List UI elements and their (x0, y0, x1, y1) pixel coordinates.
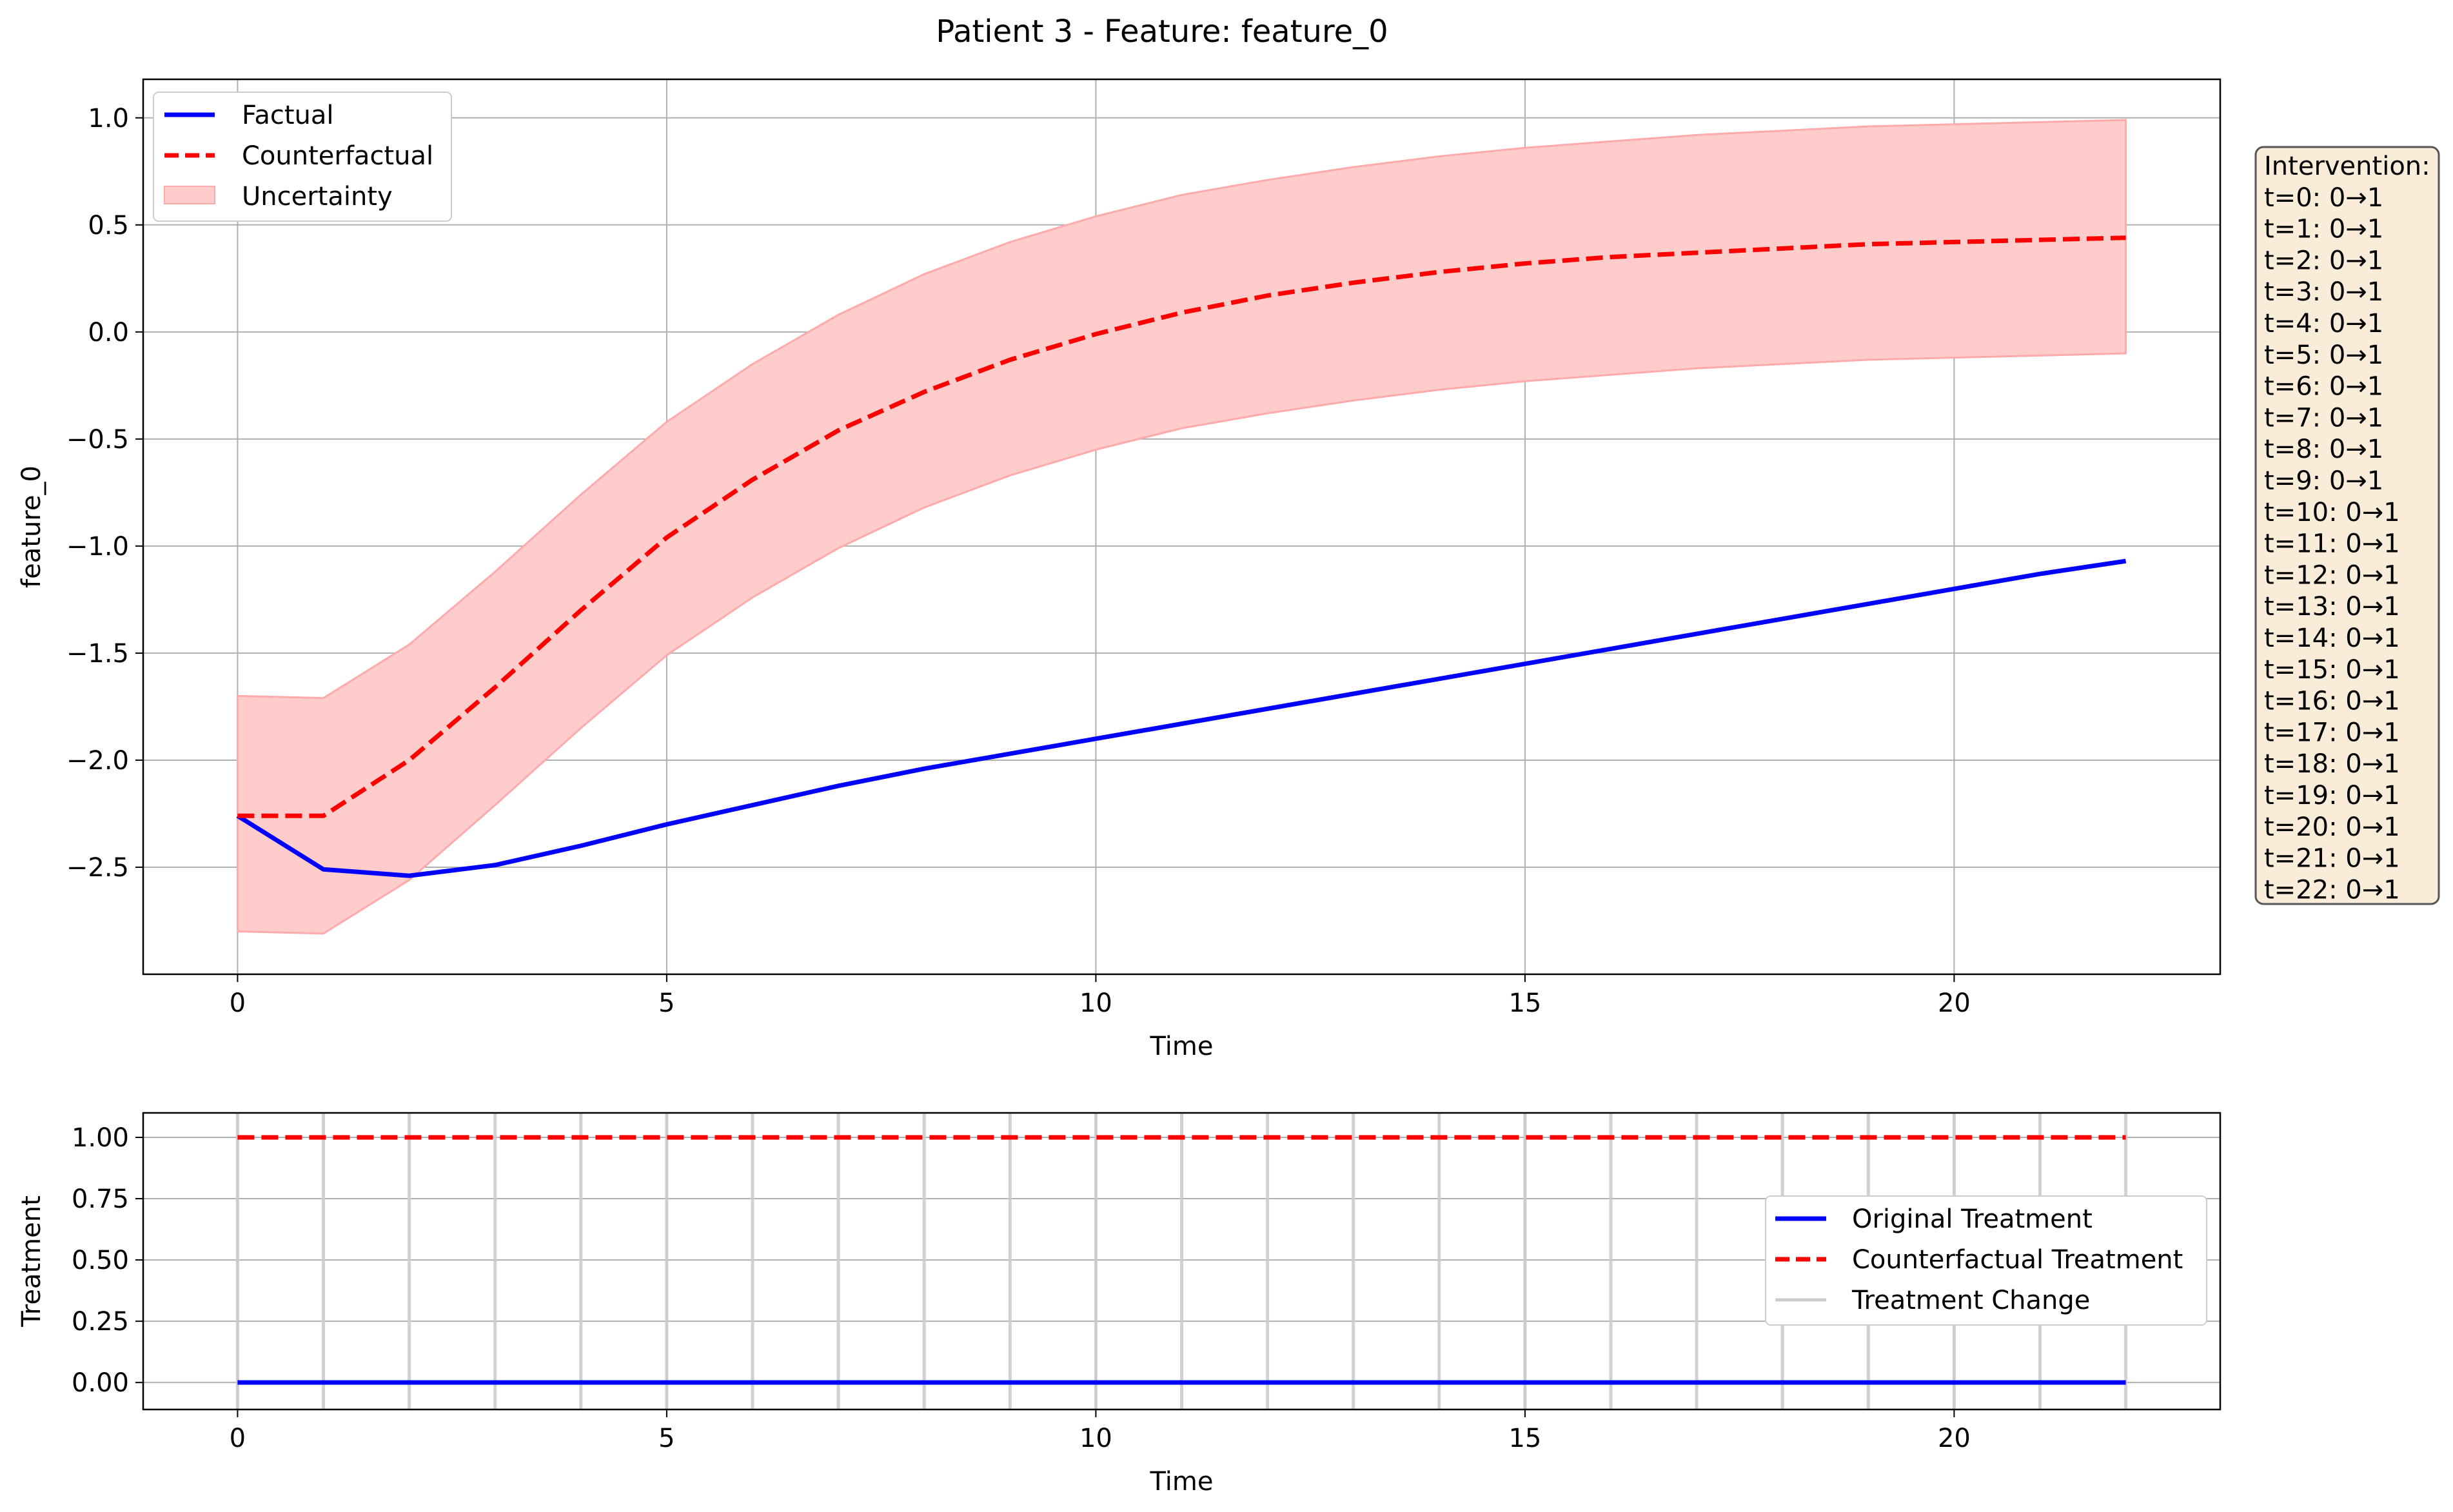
feature-ytick-label: 0.5 (88, 211, 129, 241)
intervention-line: t=14: 0→1 (2264, 623, 2400, 653)
treatment-chart: 0 5 10 15 20 1.00 0.75 0.50 0.25 0.00 Time Treatmen… (17, 1112, 2221, 1497)
treatment-ytick-label: 0.50 (72, 1246, 129, 1275)
intervention-line: t=1: 0→1 (2264, 215, 2383, 244)
feature-xtick-label: 10 (1079, 988, 1112, 1018)
treatment-yaxis-label: Treatment (17, 1195, 46, 1328)
intervention-line: t=12: 0→1 (2264, 560, 2400, 590)
treatment-ytick-label: 1.00 (72, 1123, 129, 1153)
counterfactual-series-line (237, 235, 2126, 818)
intervention-line: t=0: 0→1 (2264, 183, 2383, 213)
legend-label-factual: Factual (242, 101, 334, 130)
intervention-line: t=5: 0→1 (2264, 340, 2383, 370)
intervention-line: t=8: 0→1 (2264, 435, 2383, 464)
legend-label-counterfactual: Counterfactual (242, 141, 433, 171)
intervention-annotation-box: Intervention:t=0: 0→1t=1: 0→1t=2: 0→1t=3… (2254, 146, 2440, 905)
intervention-annotation-lines: Intervention:t=0: 0→1t=1: 0→1t=2: 0→1t=3… (2264, 152, 2430, 905)
treatment-xtick-label: 20 (1938, 1424, 1971, 1453)
treatment-ytick-label: 0.75 (72, 1184, 129, 1214)
treatment-axes-frame (142, 1112, 2221, 1411)
treatment-legend-frame (1765, 1195, 2207, 1326)
intervention-line: t=9: 0→1 (2264, 466, 2383, 496)
intervention-line: t=10: 0→1 (2264, 498, 2400, 527)
intervention-line: t=4: 0→1 (2264, 309, 2383, 339)
feature-ytick-label: −2.0 (66, 746, 129, 776)
intervention-line: t=17: 0→1 (2264, 718, 2400, 747)
factual-series-line (236, 558, 2127, 878)
treatment-xtick-label: 10 (1079, 1424, 1112, 1453)
feature-xtick-label: 15 (1508, 988, 1541, 1018)
intervention-line: t=20: 0→1 (2264, 812, 2400, 842)
intervention-line: t=7: 0→1 (2264, 403, 2383, 433)
feature-xtick-label: 20 (1938, 988, 1971, 1018)
treatment-xaxis-label: Time (1150, 1467, 1214, 1497)
feature-ytick-label: −0.5 (66, 425, 129, 455)
intervention-annotation-frame (2254, 146, 2440, 905)
feature-axes-frame (142, 78, 2221, 976)
uncertainty-band (236, 119, 2127, 935)
intervention-line: t=22: 0→1 (2264, 875, 2400, 905)
treatment-ytick-label: 0.00 (72, 1368, 129, 1398)
treatment-ytick-label: 0.25 (72, 1307, 129, 1337)
intervention-line: t=21: 0→1 (2264, 844, 2400, 874)
feature-legend: Factual Counterfactual Uncertainty (153, 92, 452, 222)
treatment-xtick-label: 5 (658, 1424, 675, 1453)
treatment-xtick-label: 0 (230, 1424, 246, 1453)
feature-xtick-label: 0 (230, 988, 246, 1018)
feature-legend-frame (153, 92, 452, 222)
intervention-line: t=13: 0→1 (2264, 592, 2400, 622)
treatment-legend: Original Treatment Counterfactual Treatme… (1765, 1195, 2207, 1326)
intervention-line: t=3: 0→1 (2264, 277, 2383, 307)
intervention-line: t=11: 0→1 (2264, 529, 2400, 559)
intervention-line: t=16: 0→1 (2264, 687, 2400, 716)
feature-ytick-label: −1.5 (66, 639, 129, 669)
intervention-line: t=19: 0→1 (2264, 781, 2400, 810)
legend-label-treatment-change: Treatment Change (1851, 1286, 2090, 1315)
intervention-line: t=2: 0→1 (2264, 246, 2383, 275)
feature-xaxis-label: Time (1150, 1032, 1214, 1061)
legend-swatch-uncertainty (164, 186, 215, 204)
feature-xtick-label: 5 (658, 988, 675, 1018)
feature-yaxis-label: feature_0 (17, 466, 46, 588)
intervention-line: t=6: 0→1 (2264, 372, 2383, 402)
feature-ytick-label: −1.0 (66, 532, 129, 562)
feature-ytick-label: 1.0 (88, 104, 129, 133)
intervention-line: Intervention: (2264, 152, 2430, 181)
treatment-xtick-label: 15 (1508, 1424, 1541, 1453)
intervention-line: t=18: 0→1 (2264, 749, 2400, 779)
feature-ytick-label: −2.5 (66, 853, 129, 883)
figure-title: Patient 3 - Feature: feature_0 (936, 14, 1388, 50)
intervention-line: t=15: 0→1 (2264, 655, 2400, 685)
feature-ytick-label: 0.0 (88, 318, 129, 348)
legend-label-uncertainty: Uncertainty (242, 182, 393, 211)
legend-label-original-treatment: Original Treatment (1852, 1204, 2093, 1234)
legend-label-counterfactual-treatment: Counterfactual Treatment (1852, 1245, 2183, 1275)
feature-chart: 0 5 10 15 20 1.0 0.5 0.0 −0.5 −1.0 −1.5 −2.0 −2.5 Tim… (17, 78, 2221, 1061)
